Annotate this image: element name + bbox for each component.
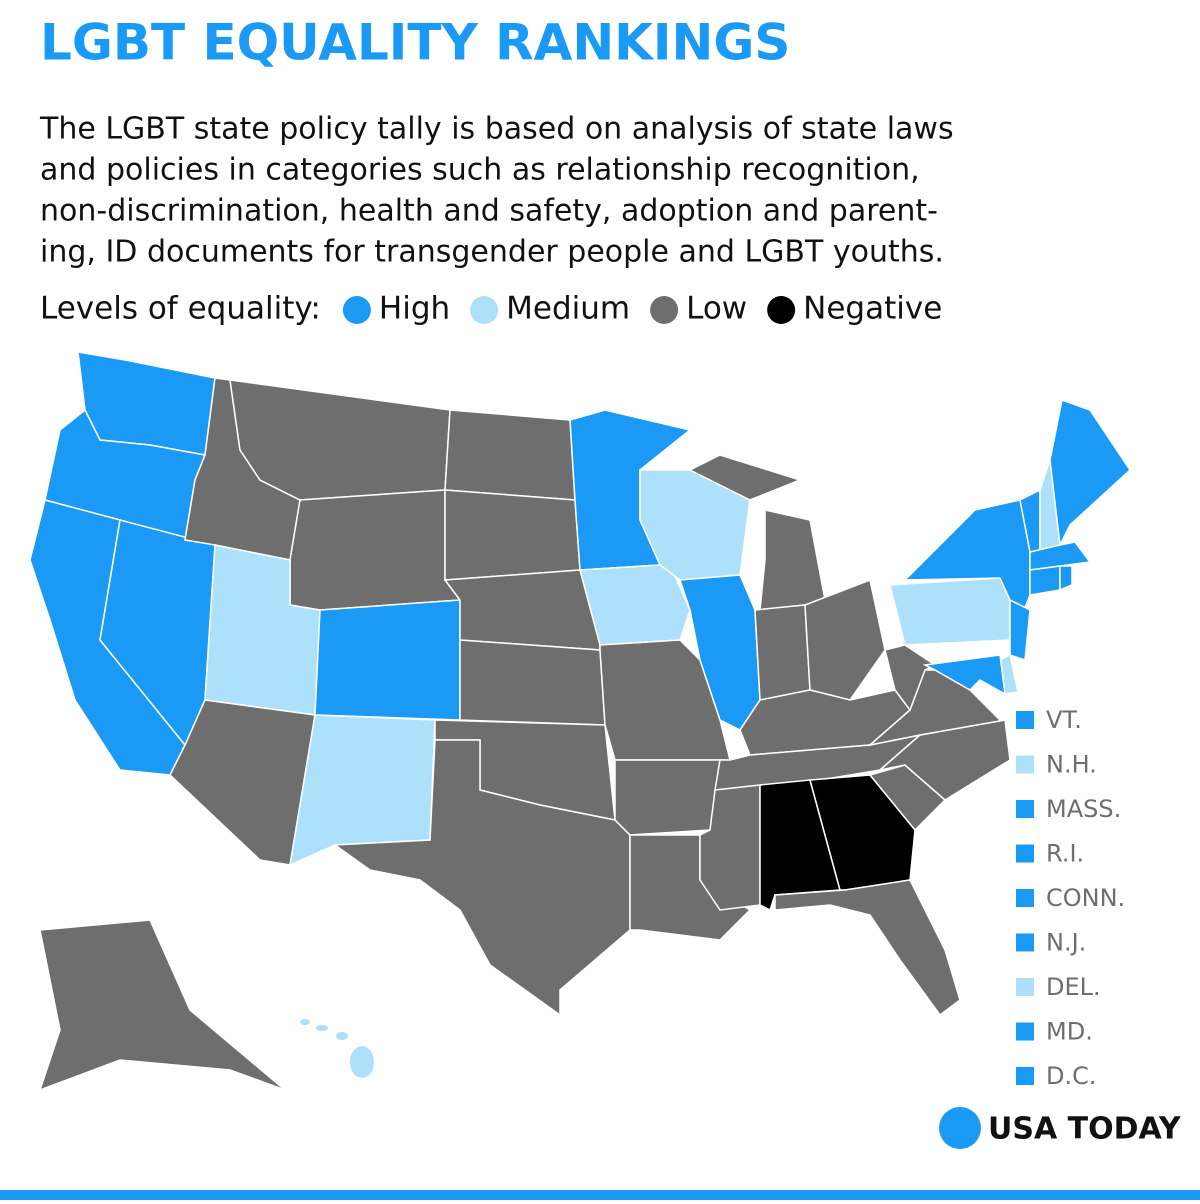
legend-swatch xyxy=(650,296,679,324)
state xyxy=(1009,598,1031,662)
state xyxy=(444,409,576,501)
legend-entry: High xyxy=(379,291,450,327)
key-label: VT. xyxy=(1046,706,1082,734)
state xyxy=(1029,565,1061,596)
map xyxy=(29,351,1131,1092)
key-label: N.J. xyxy=(1046,929,1086,957)
key-swatch xyxy=(1016,711,1034,729)
state xyxy=(300,1019,310,1025)
key-label: CONN. xyxy=(1046,884,1125,912)
key-label: D.C. xyxy=(1046,1062,1097,1090)
state xyxy=(38,919,286,1092)
state xyxy=(332,739,631,1017)
logo-mark xyxy=(939,1107,981,1149)
state xyxy=(774,879,961,1017)
logo: USA TODAY xyxy=(988,1112,1182,1147)
state xyxy=(579,564,691,646)
state xyxy=(443,569,601,651)
state xyxy=(759,509,826,611)
state xyxy=(336,1032,348,1040)
legend-swatch xyxy=(767,296,796,324)
description-line: The LGBT state policy tally is based on … xyxy=(39,112,954,147)
key-swatch xyxy=(1016,1067,1034,1085)
description-line: and policies in categories such as relat… xyxy=(40,153,920,188)
legend-swatch xyxy=(470,296,499,324)
state xyxy=(316,1025,328,1031)
legend-entry: Medium xyxy=(506,291,630,327)
key-swatch xyxy=(1016,978,1034,996)
state xyxy=(614,759,721,836)
key-swatch xyxy=(1016,889,1034,907)
legend-swatch xyxy=(342,296,371,324)
key-swatch xyxy=(1016,1022,1034,1041)
key-label: DEL. xyxy=(1046,973,1101,1001)
state xyxy=(444,489,581,581)
key-label: MASS. xyxy=(1046,795,1121,823)
key-label: MD. xyxy=(1046,1018,1093,1046)
state xyxy=(889,577,1011,646)
state xyxy=(1049,399,1131,548)
state xyxy=(350,1046,374,1078)
key-swatch xyxy=(1016,933,1034,952)
key-swatch xyxy=(1016,755,1034,774)
title: LGBT EQUALITY RANKINGS xyxy=(40,14,790,72)
state xyxy=(688,454,803,501)
legend-entry: Negative xyxy=(803,291,942,327)
description-line: non-discrimination, health and safety, a… xyxy=(40,194,938,229)
state xyxy=(289,489,462,611)
state xyxy=(754,604,811,701)
state xyxy=(459,639,606,726)
legend-entry: Low xyxy=(686,291,747,327)
key-swatch xyxy=(1016,844,1034,863)
key-label: N.H. xyxy=(1046,751,1097,779)
legend-label: Levels of equality: xyxy=(40,291,321,327)
key-swatch xyxy=(1016,800,1034,818)
key-label: R.I. xyxy=(1046,840,1084,868)
small-state-key: VT. N.H. MASS. R.I. CONN. N.J. DEL. MD. D.C. xyxy=(1016,706,1125,1090)
footer-bar xyxy=(0,1190,1200,1200)
state xyxy=(314,599,461,721)
state xyxy=(1059,565,1073,592)
description-line: ing, ID documents for transgender people… xyxy=(40,235,944,270)
state xyxy=(804,578,886,701)
legend: Levels of equality: High Medium Low Negative xyxy=(40,291,942,327)
description: The LGBT state policy tally is based on … xyxy=(39,112,954,270)
state xyxy=(229,379,451,501)
state xyxy=(1029,541,1092,571)
state xyxy=(922,654,1006,696)
